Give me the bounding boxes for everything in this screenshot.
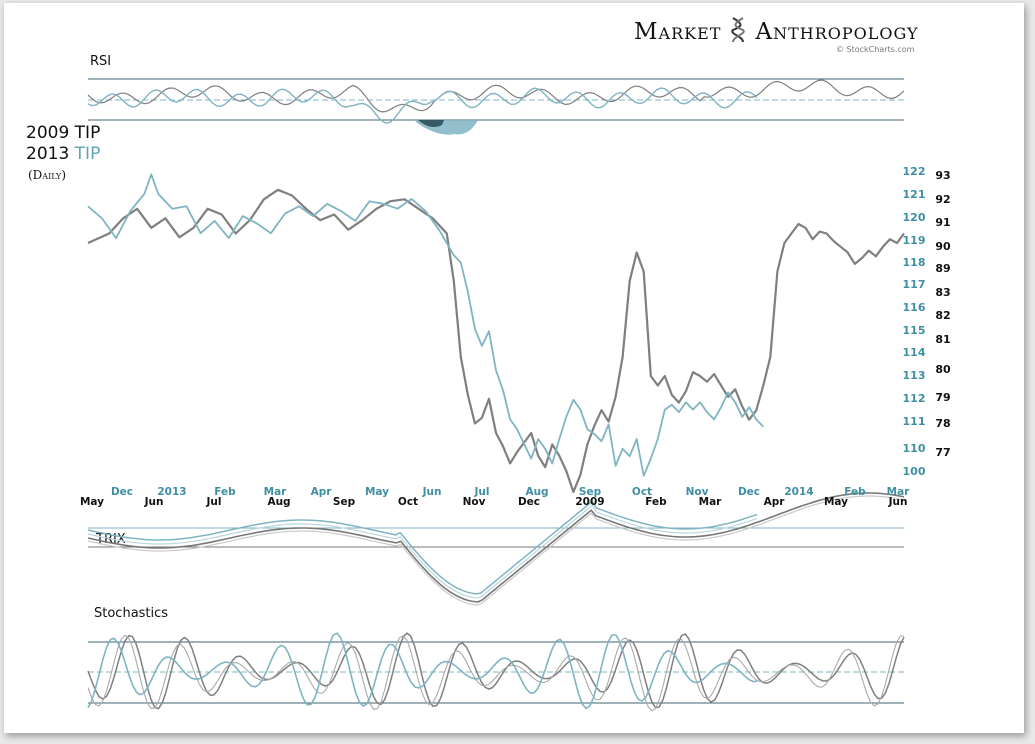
xaxis-2009-label-0: May [80,496,104,508]
xaxis-2009-label-12: May [824,496,848,508]
xaxis-2009-label-9: Feb [645,496,667,508]
xaxis-2013-label-5: May [365,486,389,498]
xaxis-2013-label-11: Nov [686,486,709,498]
xaxis-2013-label-4: Apr [311,486,333,498]
axis-2009-tick-91: 91 [935,216,950,229]
xaxis-2009-label-5: Oct [398,496,418,508]
axis-2009-tick-81: 81 [935,333,950,346]
xaxis-2009-label-13: Jun [888,496,908,508]
rsi-oversold-fill-2009 [418,120,444,128]
axis-2013-tick-116: 116 [903,301,926,314]
axis-2009-tick-78: 78 [935,417,950,430]
chart-card: RSI TRIX Stochastics 122 121 120 119 118 117 1… [4,3,1024,733]
trix-line-2009 [87,492,905,603]
series-line-2013 [87,173,764,477]
xaxis-2009-label-3: Aug [267,496,290,508]
xaxis-2009-label-10: Mar [699,496,723,508]
stochastics-label: Stochastics [94,606,168,621]
trix-line-2013 [87,500,758,595]
xaxis-2009-label-7: Dec [518,496,540,508]
trix-signal-2009 [87,495,905,606]
xaxis-2009-label-8: 2009 [575,496,604,508]
xaxis-2013-label-12: Dec [738,486,760,498]
dna-icon [731,17,746,43]
xaxis-2013-label-15: Mar [887,486,911,498]
axis-2009-tick-83: 83 [935,286,950,299]
legend-2013-ticker: TIP [74,144,101,164]
xaxis-2009-label-2: Jul [206,496,222,508]
xaxis-2013-label-0: Dec [111,486,133,498]
brand-logo: Market Anthropology [634,17,919,45]
xaxis-2009-label-1: Jun [144,496,164,508]
xaxis-2013-label-9: Sep [579,486,602,498]
xaxis-2013-label-8: Aug [525,486,548,498]
axis-2013-tick-118: 118 [903,256,926,269]
axis-2013-tick-122: 122 [903,165,926,178]
xaxis-2009-label-11: Apr [764,496,786,508]
series-line-2009 [87,188,905,493]
frequency-note: (Daily) [28,168,67,182]
xaxis-2013-label-7: Jul [474,486,490,498]
axis-2009-tick-82: 82 [935,309,950,322]
xaxis-2013-label-1: 2013 [157,486,186,498]
axis-2009-tick-90: 90 [935,240,951,253]
xaxis-2013-label-13: 2014 [784,486,813,498]
axis-2013-tick-111: 111 [903,415,926,428]
rsi-line-2013 [87,87,758,124]
legend-2009-ticker: TIP [74,123,101,143]
rsi-label: RSI [90,54,111,69]
brand-left: Market [634,19,722,45]
legend-2009-year: 2009 [26,123,70,143]
trix-signal-2013 [87,504,758,599]
axis-2009-tick-92: 92 [935,193,950,206]
xaxis-2013-label-14: Feb [844,486,866,498]
chart-canvas: RSI TRIX Stochastics 1221211201191181171… [80,54,951,712]
legend-series-2009: 2009 TIP [26,123,100,143]
axis-2013-tick-120: 120 [903,211,926,224]
xaxis-2013-label-6: Jun [422,486,442,498]
axis-2009-tick-80: 80 [935,363,951,376]
stoch-line-2009 [87,632,905,710]
axis-2009-tick-77: 77 [935,446,950,459]
legend-series-2013: 2013 TIP [26,144,100,164]
brand-right: Anthropology [755,19,919,45]
axis-2013-tick-113: 113 [903,369,926,382]
stoch-line-2013 [87,632,758,710]
axis-2013-tick-110: 110 [903,442,926,455]
stockcharts-credit: © StockCharts.com [836,45,915,54]
axis-2009-tick-89: 89 [935,262,950,275]
rsi-line-2009 [87,79,905,113]
axis-2013-tick-114: 114 [903,346,926,359]
xaxis-2013-label-3: Mar [264,486,288,498]
axis-2009-tick-79: 79 [935,391,950,404]
axis-2013-tick-117: 117 [903,278,926,291]
xaxis-2009-label-4: Sep [333,496,356,508]
axis-2013-tick-112: 112 [903,392,926,405]
axis-2009-tick-93: 93 [935,169,950,182]
xaxis-2013-label-2: Feb [214,486,236,498]
xaxis-2009-label-6: Nov [463,496,486,508]
axis-2013-tick-100: 100 [903,465,926,478]
axis-2013-tick-115: 115 [903,324,926,337]
stoch-signal-2009 [87,634,905,712]
legend-2013-year: 2013 [26,144,70,164]
axis-2013-tick-119: 119 [903,234,926,247]
xaxis-2013-label-10: Oct [632,486,652,498]
axis-2013-tick-121: 121 [903,188,926,201]
